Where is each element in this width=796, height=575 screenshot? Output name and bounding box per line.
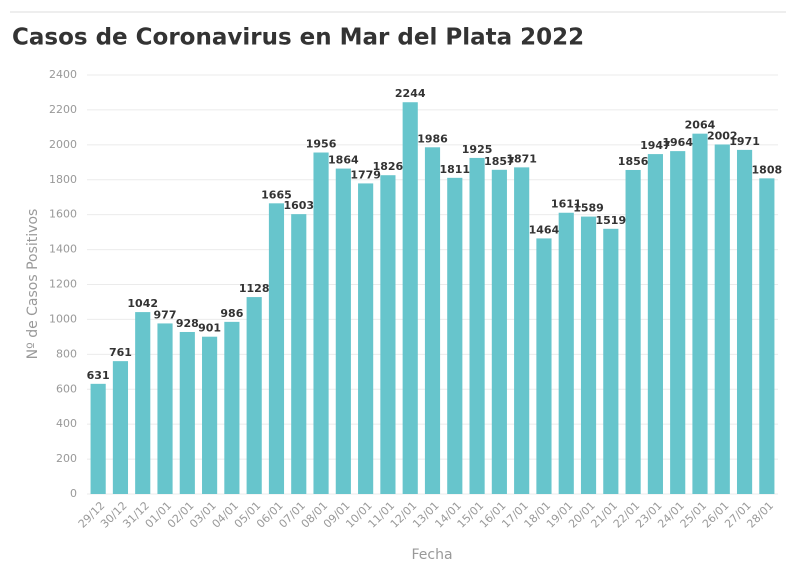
bar bbox=[313, 152, 329, 494]
bar bbox=[580, 216, 597, 494]
bar bbox=[625, 169, 641, 494]
bar bbox=[558, 212, 574, 494]
bar bbox=[469, 157, 485, 495]
value-label: 1971 bbox=[729, 135, 760, 148]
y-tick-label: 1400 bbox=[49, 243, 77, 256]
bar bbox=[90, 383, 106, 494]
bar bbox=[268, 203, 285, 494]
y-axis-label: Nº de Casos Positivos bbox=[25, 209, 41, 360]
y-tick-label: 2000 bbox=[49, 138, 77, 151]
value-label: 1871 bbox=[506, 152, 537, 165]
bar bbox=[358, 183, 374, 494]
bar bbox=[112, 361, 129, 494]
value-label: 1665 bbox=[261, 188, 292, 201]
bar bbox=[402, 102, 418, 495]
bar bbox=[380, 175, 396, 495]
y-tick-label: 2200 bbox=[49, 103, 77, 116]
value-label: 1611 bbox=[551, 198, 582, 211]
bar bbox=[759, 178, 775, 494]
y-tick-label: 0 bbox=[70, 487, 77, 500]
value-label: 1779 bbox=[350, 168, 381, 181]
bar bbox=[670, 151, 686, 494]
y-tick-label: 400 bbox=[56, 417, 77, 430]
y-tick-label: 2400 bbox=[49, 68, 77, 81]
bar bbox=[179, 331, 195, 494]
bar bbox=[335, 168, 351, 494]
bar bbox=[736, 149, 753, 495]
value-label: 1811 bbox=[439, 163, 470, 176]
y-tick-label: 800 bbox=[56, 347, 77, 360]
y-tick-label: 200 bbox=[56, 452, 77, 465]
value-label: 1042 bbox=[127, 297, 158, 310]
value-label: 1947 bbox=[640, 139, 671, 152]
bar bbox=[135, 312, 151, 494]
value-label: 1956 bbox=[306, 138, 337, 151]
value-label: 1864 bbox=[328, 154, 359, 167]
bar bbox=[424, 147, 441, 494]
bar bbox=[224, 321, 240, 494]
value-label: 977 bbox=[154, 308, 177, 321]
value-label: 2064 bbox=[685, 119, 716, 132]
y-tick-label: 1000 bbox=[49, 312, 77, 325]
bar bbox=[692, 133, 708, 494]
y-tick-label: 1200 bbox=[49, 278, 77, 291]
chart-title: Casos de Coronavirus en Mar del Plata 20… bbox=[12, 25, 584, 51]
bar bbox=[514, 167, 530, 494]
value-label: 928 bbox=[176, 317, 199, 330]
value-label: 1519 bbox=[596, 214, 627, 227]
value-label: 986 bbox=[220, 307, 243, 320]
y-tick-label: 600 bbox=[56, 382, 77, 395]
value-label: 631 bbox=[87, 369, 110, 382]
bar bbox=[603, 228, 619, 494]
bar bbox=[246, 297, 262, 494]
value-label: 1808 bbox=[752, 163, 783, 176]
value-label: 901 bbox=[198, 322, 221, 335]
value-label: 761 bbox=[109, 346, 132, 359]
value-label: 2244 bbox=[395, 87, 426, 100]
y-tick-label: 1600 bbox=[49, 208, 77, 221]
value-label: 1986 bbox=[417, 132, 448, 145]
value-label: 1128 bbox=[239, 282, 270, 295]
value-label: 2002 bbox=[707, 129, 738, 142]
bar bbox=[491, 169, 507, 494]
bar bbox=[536, 238, 552, 494]
value-label: 1589 bbox=[573, 202, 604, 215]
value-label: 1964 bbox=[662, 136, 693, 149]
value-label: 1826 bbox=[373, 160, 404, 173]
bar bbox=[714, 144, 730, 494]
value-label: 1857 bbox=[484, 155, 515, 168]
y-tick-label: 1800 bbox=[49, 173, 77, 186]
bar bbox=[202, 336, 218, 494]
bar bbox=[447, 177, 463, 494]
bar bbox=[157, 323, 173, 494]
bar bbox=[291, 214, 307, 494]
value-label: 1856 bbox=[618, 155, 649, 168]
value-label: 1925 bbox=[462, 143, 493, 156]
bar bbox=[647, 154, 663, 494]
value-label: 1603 bbox=[283, 199, 314, 212]
x-axis-label: Fecha bbox=[411, 547, 452, 563]
value-label: 1464 bbox=[529, 223, 560, 236]
